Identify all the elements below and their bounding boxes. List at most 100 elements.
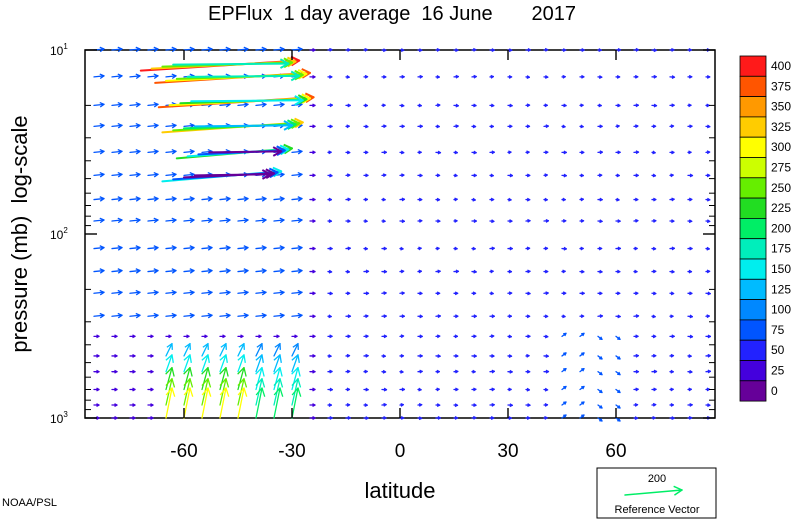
flux-arrow: [400, 335, 404, 338]
flux-arrow: [508, 388, 511, 391]
flux-arrow: [166, 218, 176, 222]
flux-arrow: [616, 356, 620, 359]
flux-arrow: [544, 151, 548, 154]
reference-value: 200: [648, 473, 666, 485]
flux-arrow: [490, 220, 494, 223]
flux-arrow: [616, 174, 619, 177]
flux-arrow: [652, 75, 656, 78]
flux-arrow: [130, 290, 140, 294]
colorbar-label: 175: [771, 242, 791, 256]
flux-arrow: [436, 270, 440, 273]
flux-arrow: [382, 355, 385, 358]
vector-arrows: [94, 47, 710, 421]
flux-arrow: [436, 76, 439, 79]
flux-arrow: [346, 417, 350, 420]
flux-arrow: [454, 75, 458, 78]
flux-arrow: [166, 335, 171, 338]
flux-arrow: [562, 292, 566, 295]
flux-arrow: [382, 76, 386, 79]
flux-arrow: [544, 76, 548, 79]
flux-arrow: [256, 246, 266, 250]
flux-arrow: [382, 292, 386, 295]
flux-arrow: [274, 388, 283, 418]
flux-arrow: [346, 247, 350, 250]
flux-arrow: [634, 75, 638, 78]
flux-arrow: [580, 386, 584, 389]
flux-arrow: [670, 125, 673, 128]
flux-arrow: [418, 220, 422, 223]
flux-arrow: [616, 405, 620, 408]
flux-arrow: [508, 355, 512, 358]
flux-arrow: [166, 173, 176, 177]
flux-arrow: [508, 125, 512, 128]
flux-arrow: [544, 370, 548, 373]
colorbar-label: 125: [771, 282, 791, 296]
flux-arrow: [292, 197, 302, 201]
flux-arrow: [148, 197, 158, 201]
flux-arrow: [274, 47, 284, 51]
flux-arrow: [670, 388, 673, 391]
flux-arrow: [202, 269, 212, 273]
flux-arrow: [706, 220, 710, 223]
flux-arrow: [508, 315, 511, 318]
flux-arrow: [382, 247, 386, 250]
flux-arrow: [508, 151, 511, 154]
flux-arrow: [346, 220, 350, 223]
flux-arrow: [472, 370, 475, 373]
flux-arrow: [670, 49, 674, 52]
flux-arrow: [526, 270, 530, 273]
flux-arrow: [202, 246, 212, 250]
flux-arrow: [472, 270, 476, 273]
flux-arrow: [706, 292, 710, 295]
flux-arrow: [382, 198, 385, 201]
flux-arrow: [688, 270, 691, 273]
flux-arrow: [202, 218, 212, 222]
flux-arrow: [490, 198, 494, 201]
flux-arrow: [130, 313, 140, 317]
flux-arrow: [544, 292, 548, 295]
flux-arrow: [634, 151, 638, 154]
flux-arrow: [256, 47, 266, 51]
flux-arrow: [598, 336, 602, 339]
flux-arrow: [526, 247, 530, 250]
flux-arrow: [94, 150, 104, 154]
flux-arrow: [112, 417, 117, 420]
colorbar-label: 50: [771, 343, 785, 357]
flux-arrow: [706, 247, 709, 250]
flux-arrow: [526, 335, 530, 338]
flux-arrow: [364, 174, 368, 177]
flux-arrow: [634, 49, 638, 52]
flux-arrow: [580, 369, 584, 372]
flux-arrow: [688, 404, 692, 407]
flux-arrow: [652, 174, 655, 177]
flux-arrow: [256, 218, 266, 222]
flux-arrow: [310, 292, 315, 295]
flux-arrow: [472, 75, 476, 78]
x-tick-label: -60: [170, 441, 197, 462]
flux-arrow: [94, 313, 104, 317]
flux-arrow: [292, 344, 298, 356]
flux-arrow: [490, 388, 494, 391]
flux-arrow: [706, 354, 710, 357]
x-tick-label: 30: [497, 441, 518, 462]
flux-arrow: [184, 246, 194, 250]
flux-arrow: [652, 388, 656, 391]
flux-arrow: [310, 220, 315, 223]
flux-arrow: [634, 354, 638, 357]
flux-arrow: [382, 49, 386, 52]
flux-arrow: [580, 247, 583, 250]
flux-arrow: [580, 292, 584, 295]
flux-arrow: [436, 49, 439, 52]
x-tick-label: -30: [278, 441, 305, 462]
colorbar-swatch: [740, 381, 766, 401]
flux-arrow: [490, 417, 494, 420]
flux-arrow: [184, 47, 194, 51]
flux-arrow: [112, 370, 117, 373]
flux-arrow: [562, 49, 566, 52]
flux-arrow: [562, 353, 566, 356]
flux-arrow: [256, 388, 265, 418]
flux-arrow: [310, 125, 315, 128]
flux-arrow: [490, 355, 494, 358]
flux-arrow: [706, 76, 710, 79]
flux-arrow: [544, 125, 548, 128]
